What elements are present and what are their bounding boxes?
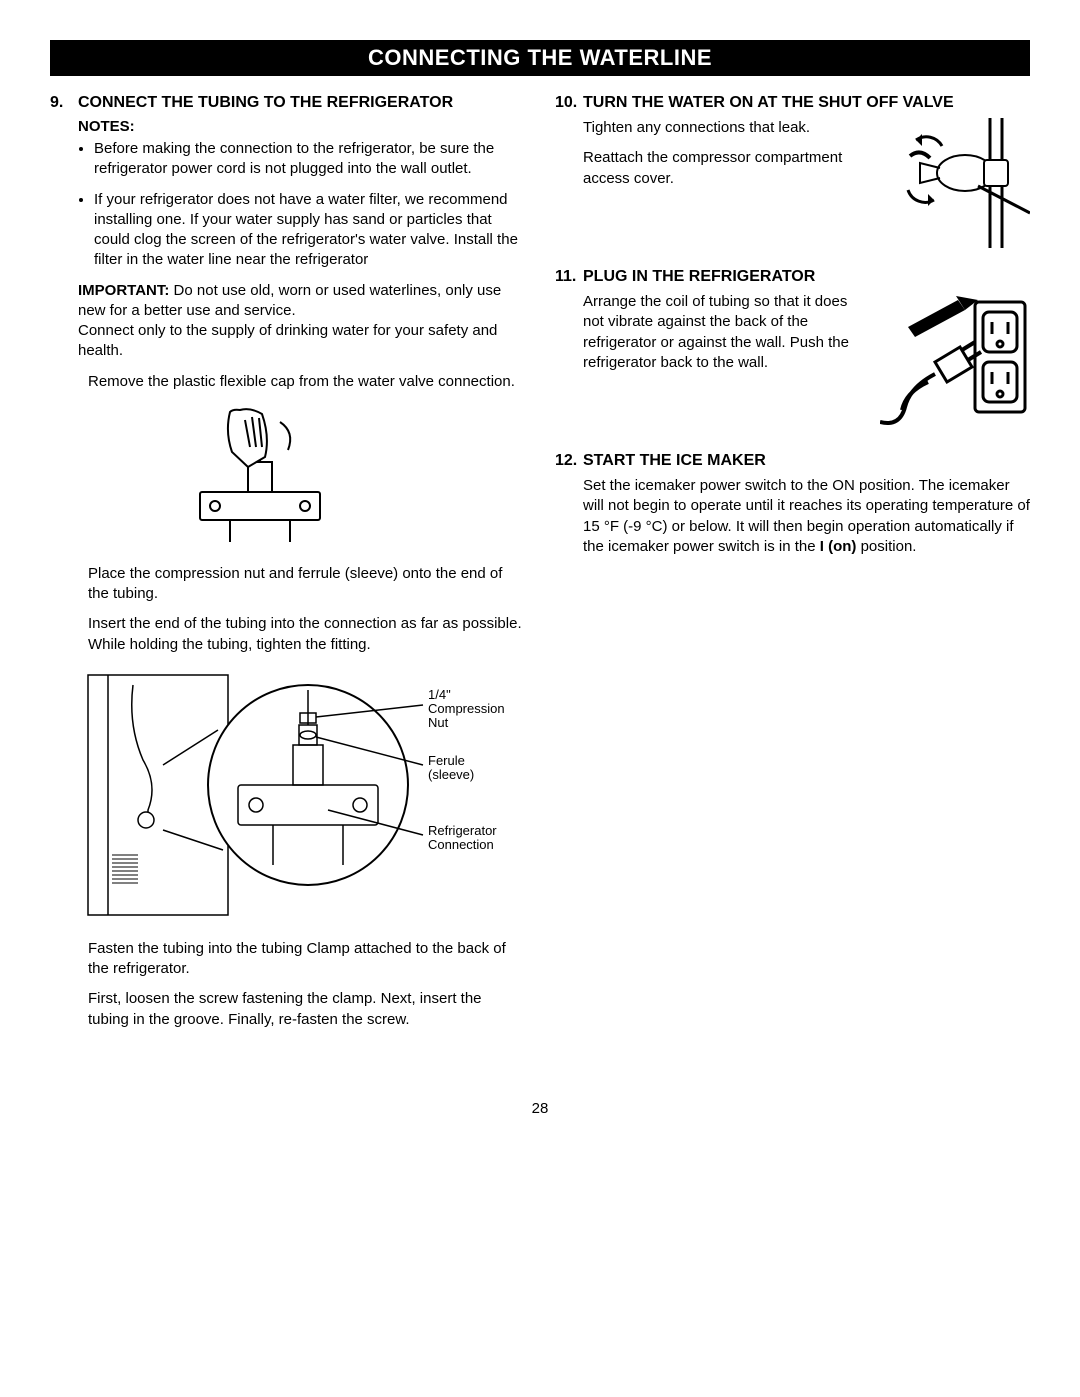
icemaker-text-a: Set the icemaker power switch to the ON … [583,477,1030,555]
section-11-title: PLUG IN THE REFRIGERATOR [583,268,815,286]
notes-label: NOTES: [78,118,525,135]
figure-hand-valve-icon [170,402,350,552]
important-text2: Connect only to the supply of drinking w… [78,322,497,359]
section-11-heading: 11. PLUG IN THE REFRIGERATOR [555,268,1030,286]
section-10-heading: 10. TURN THE WATER ON AT THE SHUT OFF VA… [555,94,1030,112]
note-item: Before making the connection to the refr… [94,139,525,180]
section-10-content: Tighten any connections that leak. Reatt… [583,118,1030,248]
connection-diagram-icon: 1/4"CompressionNut Ferule(sleeve) Refrig… [78,665,518,925]
section-12-title: START THE ICE MAKER [583,452,766,470]
figure-connection-detail: 1/4"CompressionNut Ferule(sleeve) Refrig… [78,665,525,925]
section-10-title: TURN THE WATER ON AT THE SHUT OFF VALVE [583,94,954,112]
content-columns: 9. CONNECT THE TUBING TO THE REFRIGERATO… [50,94,1030,1040]
page-number: 28 [50,1100,1030,1117]
compression-nut-paragraph: Place the compression nut and ferrule (s… [88,564,525,605]
important-paragraph: IMPORTANT: Do not use old, worn or used … [78,281,525,362]
tighten-paragraph: Tighten any connections that leak. [583,118,878,138]
section-9-num: 9. [50,94,78,112]
shutoff-valve-icon [890,118,1030,248]
right-column: 10. TURN THE WATER ON AT THE SHUT OFF VA… [555,94,1030,1040]
icemaker-paragraph: Set the icemaker power switch to the ON … [583,476,1030,557]
insert-tubing-paragraph: Insert the end of the tubing into the co… [88,614,525,655]
label-compression-nut: 1/4"CompressionNut [428,687,505,730]
important-label: IMPORTANT: [78,282,169,299]
section-10-num: 10. [555,94,583,112]
label-ferule: Ferule(sleeve) [428,753,474,782]
note-item: If your refrigerator does not have a wat… [94,190,525,271]
notes-list: Before making the connection to the refr… [78,139,525,271]
arrange-coil-paragraph: Arrange the coil of tubing so that it do… [583,292,868,373]
reattach-paragraph: Reattach the compressor compartment acce… [583,148,878,189]
icemaker-on-label: I (on) [820,538,857,555]
section-9-title: CONNECT THE TUBING TO THE REFRIGERATOR [78,94,453,112]
plug-outlet-icon [880,292,1030,432]
left-column: 9. CONNECT THE TUBING TO THE REFRIGERATO… [50,94,525,1040]
title-bar: CONNECTING THE WATERLINE [50,40,1030,76]
icemaker-text-c: position. [856,538,916,555]
remove-cap-paragraph: Remove the plastic flexible cap from the… [88,372,525,392]
loosen-screw-paragraph: First, loosen the screw fastening the cl… [88,989,525,1030]
section-11-num: 11. [555,268,583,286]
section-12-num: 12. [555,452,583,470]
section-11-content: Arrange the coil of tubing so that it do… [583,292,1030,432]
section-9-heading: 9. CONNECT THE TUBING TO THE REFRIGERATO… [50,94,525,112]
section-12-heading: 12. START THE ICE MAKER [555,452,1030,470]
fasten-tubing-paragraph: Fasten the tubing into the tubing Clamp … [88,939,525,980]
label-refrigerator-connection: RefrigeratorConnection [428,823,497,852]
